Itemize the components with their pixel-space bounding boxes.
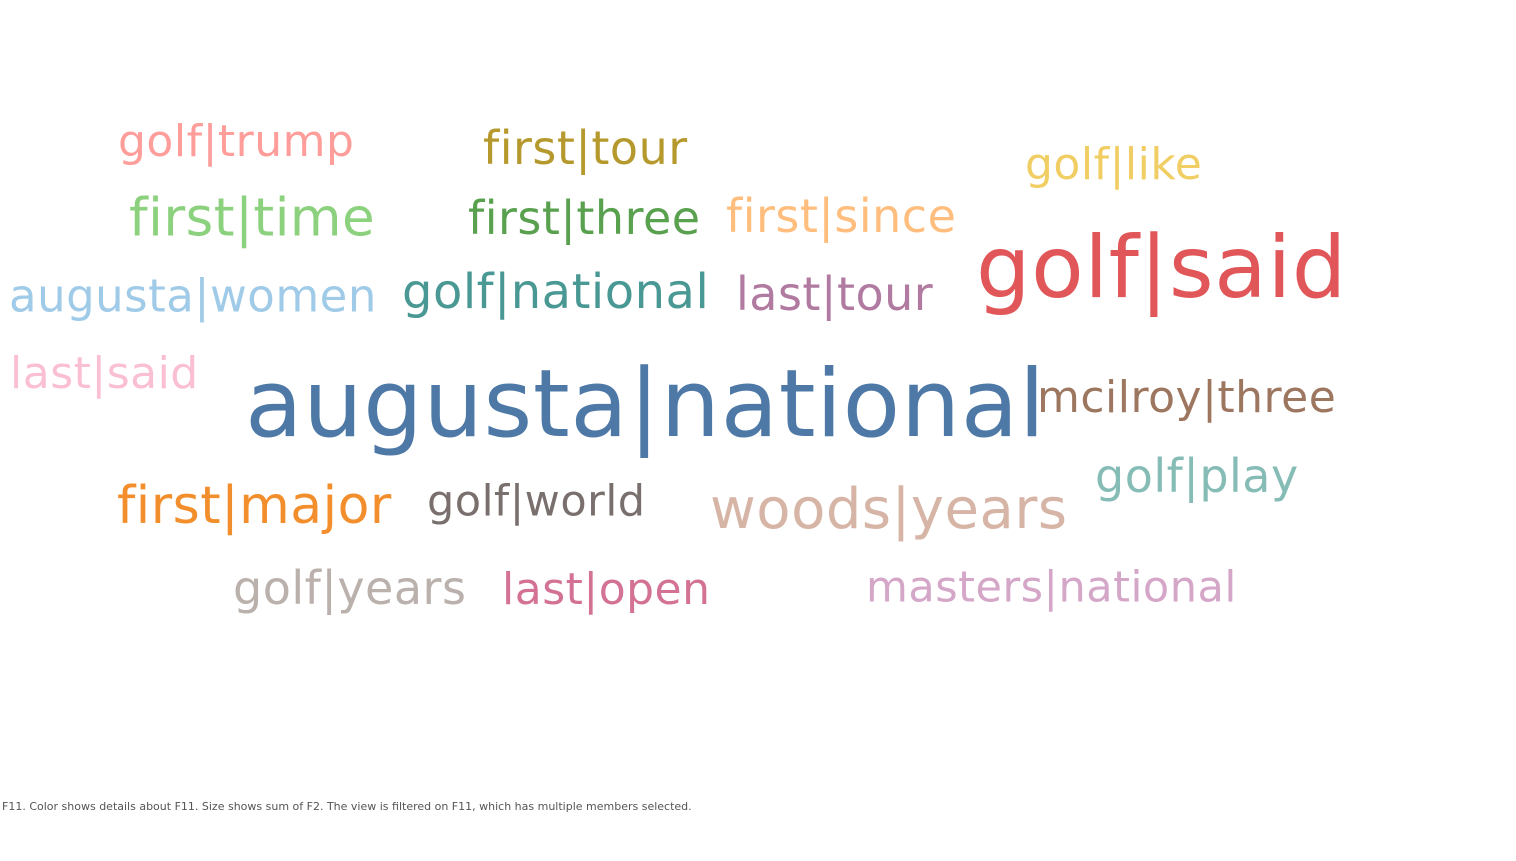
word-first-tour: first|tour [483,121,688,175]
word-golf-said: golf|said [976,218,1347,318]
word-golf-years: golf|years [233,561,467,615]
word-golf-like: golf|like [1025,139,1203,190]
word-first-major: first|major [117,476,392,536]
word-golf-world: golf|world [427,476,646,527]
word-augusta-women: augusta|women [9,269,377,323]
word-last-open: last|open [502,564,711,615]
word-woods-years: woods|years [710,477,1068,542]
word-first-since: first|since [726,189,957,243]
word-last-said: last|said [10,348,199,399]
word-golf-play: golf|play [1095,449,1299,503]
chart-caption: F11. Color shows details about F11. Size… [2,800,692,813]
word-cloud: augusta|national golf|said woods|years firs… [9,116,1347,615]
word-golf-trump: golf|trump [118,116,355,167]
word-first-three: first|three [468,191,701,245]
word-masters-national: masters|national [866,562,1237,613]
word-last-tour: last|tour [736,267,934,321]
word-mcilroy-three: mcilroy|three [1037,372,1337,423]
word-golf-national: golf|national [402,264,710,320]
word-augusta-national: augusta|national [245,350,1046,459]
word-first-time: first|time [129,187,376,249]
